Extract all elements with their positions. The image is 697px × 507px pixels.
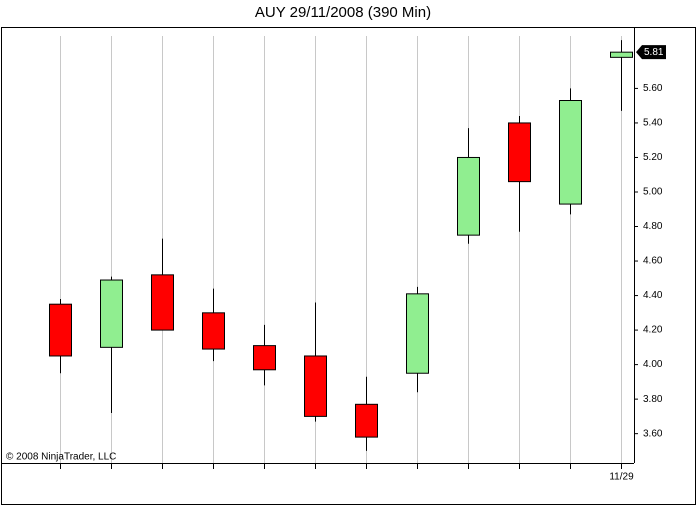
- frame: [1, 27, 696, 505]
- candle-body: [253, 345, 276, 371]
- candle-body: [559, 100, 582, 205]
- candle-body: [508, 122, 531, 183]
- x-tick-label: 11/29: [609, 472, 634, 483]
- y-tick-label: 5.20: [643, 152, 663, 163]
- y-tick-label: 3.60: [643, 428, 663, 439]
- credit: © 2008 NinjaTrader, LLC: [6, 452, 116, 463]
- last-price-flag: [636, 45, 666, 60]
- y-tick-label: 5.60: [643, 83, 663, 94]
- candle-body: [610, 51, 633, 58]
- candle-body: [406, 293, 429, 374]
- candle-body: [49, 303, 72, 357]
- y-tick-label: 4.20: [643, 325, 663, 336]
- chart-title: AUY 29/11/2008 (390 Min): [255, 4, 431, 21]
- candle-body: [100, 279, 123, 348]
- candle-body: [355, 403, 378, 438]
- y-tick-label: 4.60: [643, 256, 663, 267]
- candle-body: [457, 156, 480, 236]
- y-tick-label: 3.80: [643, 394, 663, 405]
- candle-body: [304, 355, 327, 417]
- last-price-label: 5.81: [644, 47, 664, 58]
- y-tick-label: 4.00: [643, 359, 663, 370]
- candle-body: [202, 312, 225, 350]
- y-tick-label: 5.00: [643, 187, 663, 198]
- y-tick-label: 4.80: [643, 221, 663, 232]
- y-tick-label: 4.40: [643, 290, 663, 301]
- candle-body: [151, 274, 174, 331]
- y-tick-label: 5.40: [643, 118, 663, 129]
